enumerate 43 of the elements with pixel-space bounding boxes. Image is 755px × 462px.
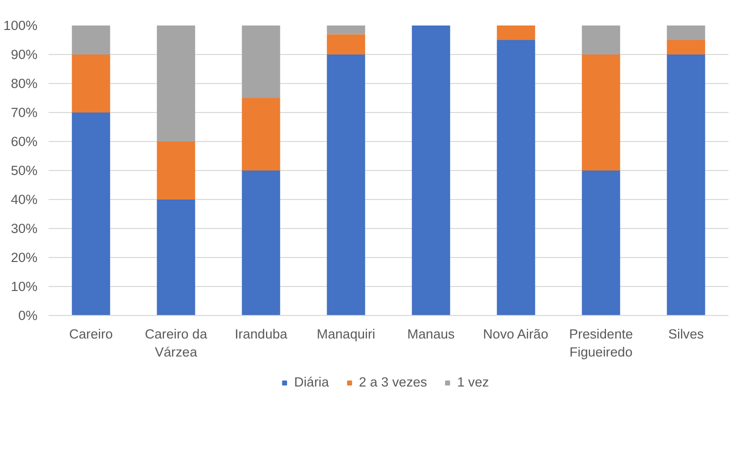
x-tick-label: Iranduba [234,326,288,342]
bar [72,26,110,54]
legend-label: 2 a 3 vezes [358,374,428,390]
bar [582,26,620,54]
x-tick-label: Presidente Figueiredo [569,326,633,360]
bar [242,98,280,170]
y-tick-label: 100% [3,18,38,33]
bar [242,170,280,316]
x-tick-label: Careiro da Várzea [144,326,208,360]
x-tick-label: Careiro [69,326,113,342]
bar [156,200,196,316]
y-tick-label: 60% [10,134,38,149]
bar [666,40,706,54]
bar [496,40,536,316]
bar [582,170,620,316]
bar [72,112,110,316]
x-tick-label: Silves [668,326,704,342]
bar [412,26,450,316]
x-tick-label: Novo Airão [483,326,548,342]
y-tick-label: 50% [10,163,38,178]
y-tick-label: 0% [18,308,38,323]
bar [242,26,280,98]
bar [326,26,366,34]
bar [666,54,706,316]
y-tick-label: 20% [10,250,38,265]
x-tick-label: Manaus [407,326,456,342]
bar [156,26,196,142]
x-tick-label: Manaquiri [316,326,376,342]
bar [582,54,620,170]
y-tick-label: 10% [10,279,38,294]
bar [666,26,706,40]
y-tick-label: 40% [10,192,38,207]
y-tick-label: 30% [10,221,38,236]
bar [156,142,196,200]
bar [496,26,536,40]
legend-label: Diária [294,374,329,390]
bar [326,54,366,316]
bar [326,34,366,54]
y-tick-label: 70% [10,105,38,120]
y-tick-label: 90% [10,47,38,62]
legend-label: 1 vez [457,374,489,390]
bar [72,54,110,112]
y-tick-label: 80% [10,76,38,91]
